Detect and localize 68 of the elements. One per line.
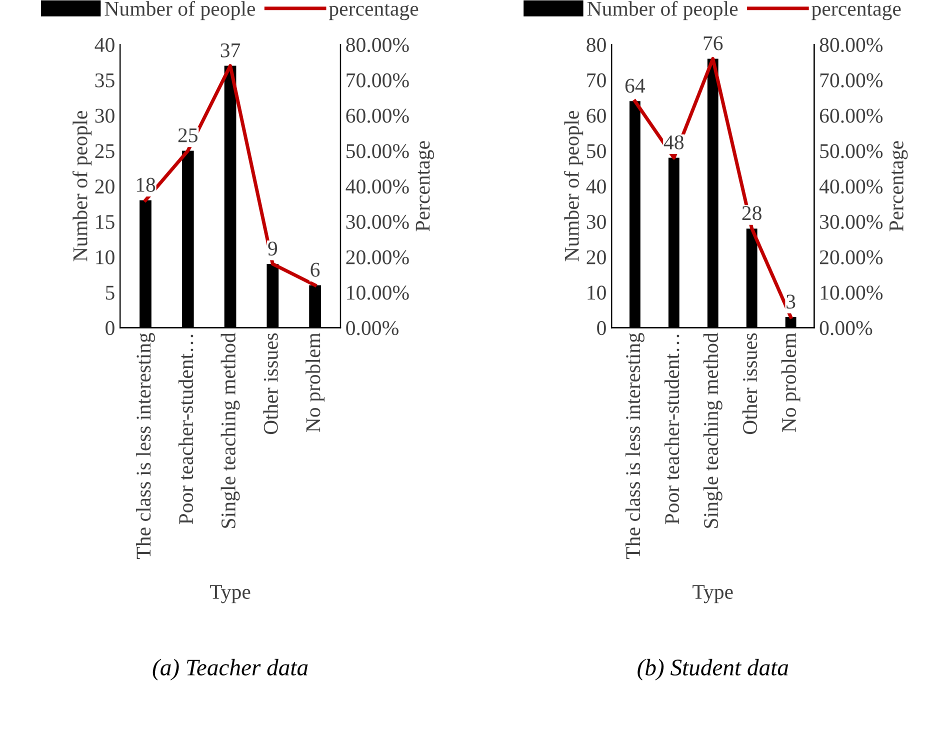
y-tick-label: 0 (106, 321, 114, 336)
y2-tick-label: 60.00% (346, 108, 409, 123)
y-tick-label: 40 (586, 179, 606, 194)
y-tick-label: 10 (588, 286, 606, 300)
data-label: 76 (704, 36, 723, 50)
y-axis-title: Number of people (564, 111, 584, 262)
x-tick-label: Other issues (742, 333, 758, 434)
y-tick-label: 10 (96, 250, 114, 264)
x-tick-label: Single teaching method (703, 332, 722, 528)
data-label: 6 (310, 262, 320, 277)
y-tick-label: 40 (94, 38, 114, 52)
x-tick-label: Single teaching method (220, 332, 240, 528)
legend-label: Number of people (587, 0, 738, 20)
y2-tick-label: 80.00% (346, 38, 409, 52)
x-tick-label: No problem (306, 332, 325, 432)
y2-tick-label: 40.00% (819, 179, 883, 194)
y-tick-label: 30 (586, 214, 606, 229)
y-tick-label: 5 (106, 286, 114, 300)
text: (b) Student data (638, 658, 788, 680)
y-tick-label: 0 (597, 321, 606, 336)
data-label: 9 (268, 242, 278, 256)
y2-tick-label: 50.00% (346, 144, 409, 158)
legend-label: percentage (812, 4, 901, 20)
y2-tick-label: 60.00% (820, 108, 883, 123)
text: (a) Teacher data (152, 658, 308, 680)
data-label: 48 (664, 135, 684, 150)
x-tick-label: Poor teacher-student… (664, 334, 680, 524)
y2-tick-label: 20.00% (346, 250, 409, 264)
y2-tick-label: 20.00% (820, 250, 883, 264)
y2-tick-label: 40.00% (346, 179, 409, 194)
x-tick-label: Other issues (263, 333, 278, 434)
data-label: 28 (742, 206, 762, 220)
data-label: 37 (220, 43, 240, 58)
y-tick-label: 25 (95, 144, 114, 158)
y2-tick-label: 10.00% (347, 286, 409, 300)
y2-tick-label: 30.00% (820, 214, 883, 230)
y-axis-title: Number of people (72, 111, 92, 262)
y-tick-label: 60 (586, 108, 606, 123)
y2-tick-label: 50.00% (820, 144, 883, 158)
y2-axis-title: Percentage (890, 141, 908, 232)
data-label: 18 (136, 178, 156, 192)
y-tick-label: 35 (95, 73, 114, 88)
data-label: 64 (625, 78, 646, 93)
x-tick-label: The class is less interesting (625, 332, 644, 559)
data-label: 3 (786, 294, 796, 309)
y-tick-label: 20 (95, 179, 114, 194)
data-label: 25 (178, 128, 198, 142)
y-tick-label: 80 (586, 38, 606, 52)
x-tick-label: The class is less interesting (136, 332, 155, 559)
y2-tick-label: 10.00% (820, 286, 883, 300)
y2-tick-label: 30.00% (346, 214, 409, 230)
y2-tick-label: 0.00% (346, 321, 398, 336)
x-tick-label: No problem (781, 332, 800, 432)
y2-axis-title: Percentage (416, 141, 434, 232)
y2-tick-label: 70.00% (820, 73, 883, 88)
y2-tick-label: 0.00% (820, 321, 872, 336)
y-tick-label: 70 (587, 73, 606, 88)
legend-label: Number of people (104, 0, 256, 20)
y-tick-label: 20 (586, 250, 606, 264)
y-tick-label: 15 (96, 214, 114, 229)
y-tick-label: 30 (95, 108, 114, 123)
x-axis-title: Type (210, 585, 250, 604)
y2-tick-label: 80.00% (820, 38, 883, 52)
x-tick-label: Poor teacher-student… (178, 334, 194, 524)
y2-tick-label: 70.00% (346, 73, 409, 88)
legend-label: percentage (329, 4, 418, 20)
x-axis-title: Type (692, 585, 733, 604)
y-tick-label: 50 (587, 144, 606, 158)
